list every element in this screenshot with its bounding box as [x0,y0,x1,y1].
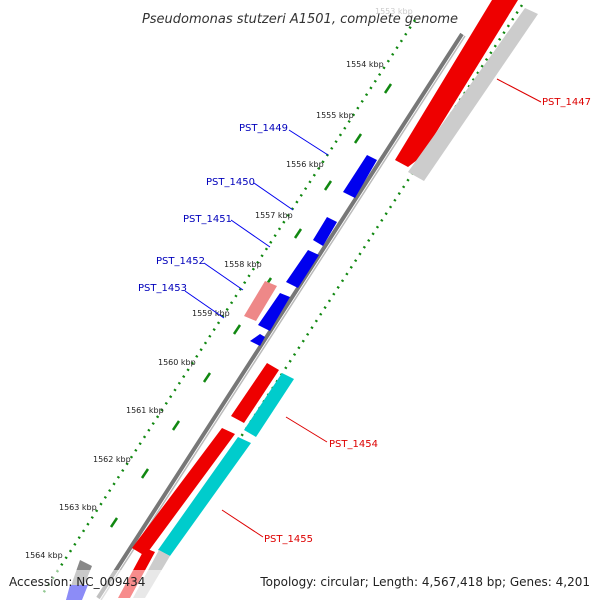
connector-pst-1447 [496,78,542,103]
connector-pst-1454 [285,416,328,443]
connector-pst-1455 [221,509,264,538]
gene-pst-1447-shadow [408,8,538,181]
connector-pst-1449 [288,129,329,156]
tick-label-1555: 1555 kbp [316,111,354,120]
rna-feature-2[interactable] [158,437,251,556]
label-connectors [184,78,542,538]
tick-mark [109,517,119,528]
tick-mark [171,420,181,431]
label-pst-1455[interactable]: PST_1455 [264,534,313,545]
pseudogene-pst-1452[interactable] [244,281,277,321]
label-pst-1453[interactable]: PST_1453 [138,283,187,294]
tick-label-1558: 1558 kbp [224,260,262,269]
tick-marks [78,83,393,576]
tick-label-1557: 1557 kbp [255,211,293,220]
tick-mark [140,468,150,479]
tick-label-1563: 1563 kbp [59,503,97,512]
gene-pst-1452[interactable] [258,293,290,331]
tick-mark [202,372,212,383]
connector-pst-1450 [253,182,294,211]
tick-mark [323,180,333,191]
connector-pst-1452 [203,262,244,291]
label-pst-1454[interactable]: PST_1454 [329,439,378,450]
label-pst-1450[interactable]: PST_1450 [206,177,255,188]
connector-pst-1451 [230,219,271,248]
tick-label-1564: 1564 kbp [25,551,63,560]
gene-pst-1451[interactable] [286,250,319,288]
map-title: Pseudomonas stutzeri A1501, complete gen… [142,12,458,27]
gene-pst-1455[interactable] [132,428,235,556]
gene-pst-1449[interactable] [343,155,377,198]
label-pst-1451[interactable]: PST_1451 [183,214,232,225]
reverse-genes [118,0,538,598]
label-pst-1452[interactable]: PST_1452 [156,256,205,267]
tick-mark [232,324,242,335]
footer-backdrop [0,570,600,600]
tick-mark [353,133,363,144]
backbone-shadow [100,35,466,600]
tick-mark [383,83,393,94]
tick-label-1560: 1560 kbp [158,358,196,367]
connector-pst-1453 [184,290,225,319]
tick-label-1553: 1553 kbp [375,7,413,16]
backbone [96,32,464,600]
rna-feature-1[interactable] [244,373,294,437]
tick-mark [293,228,303,239]
tick-label-1554: 1554 kbp [346,60,384,69]
topology-text: Topology: circular; Length: 4,567,418 bp… [259,575,590,589]
label-pst-1449[interactable]: PST_1449 [239,123,288,134]
gene-pst-1450[interactable] [313,217,337,246]
label-pst-1447[interactable]: PST_1447 [542,97,591,108]
gene-pst-1454[interactable] [231,363,279,423]
tick-label-1559: 1559 kbp [192,309,230,318]
tick-label-1556: 1556 kbp [286,160,324,169]
gene-pst-1453[interactable] [250,334,265,346]
tick-label-1562: 1562 kbp [93,455,131,464]
outer-ruler [40,19,417,596]
tick-label-1561: 1561 kbp [126,406,164,415]
gene-pst-1447[interactable] [395,0,518,167]
accession-text: Accession: NC_009434 [9,575,145,589]
forward-genes [244,155,377,346]
